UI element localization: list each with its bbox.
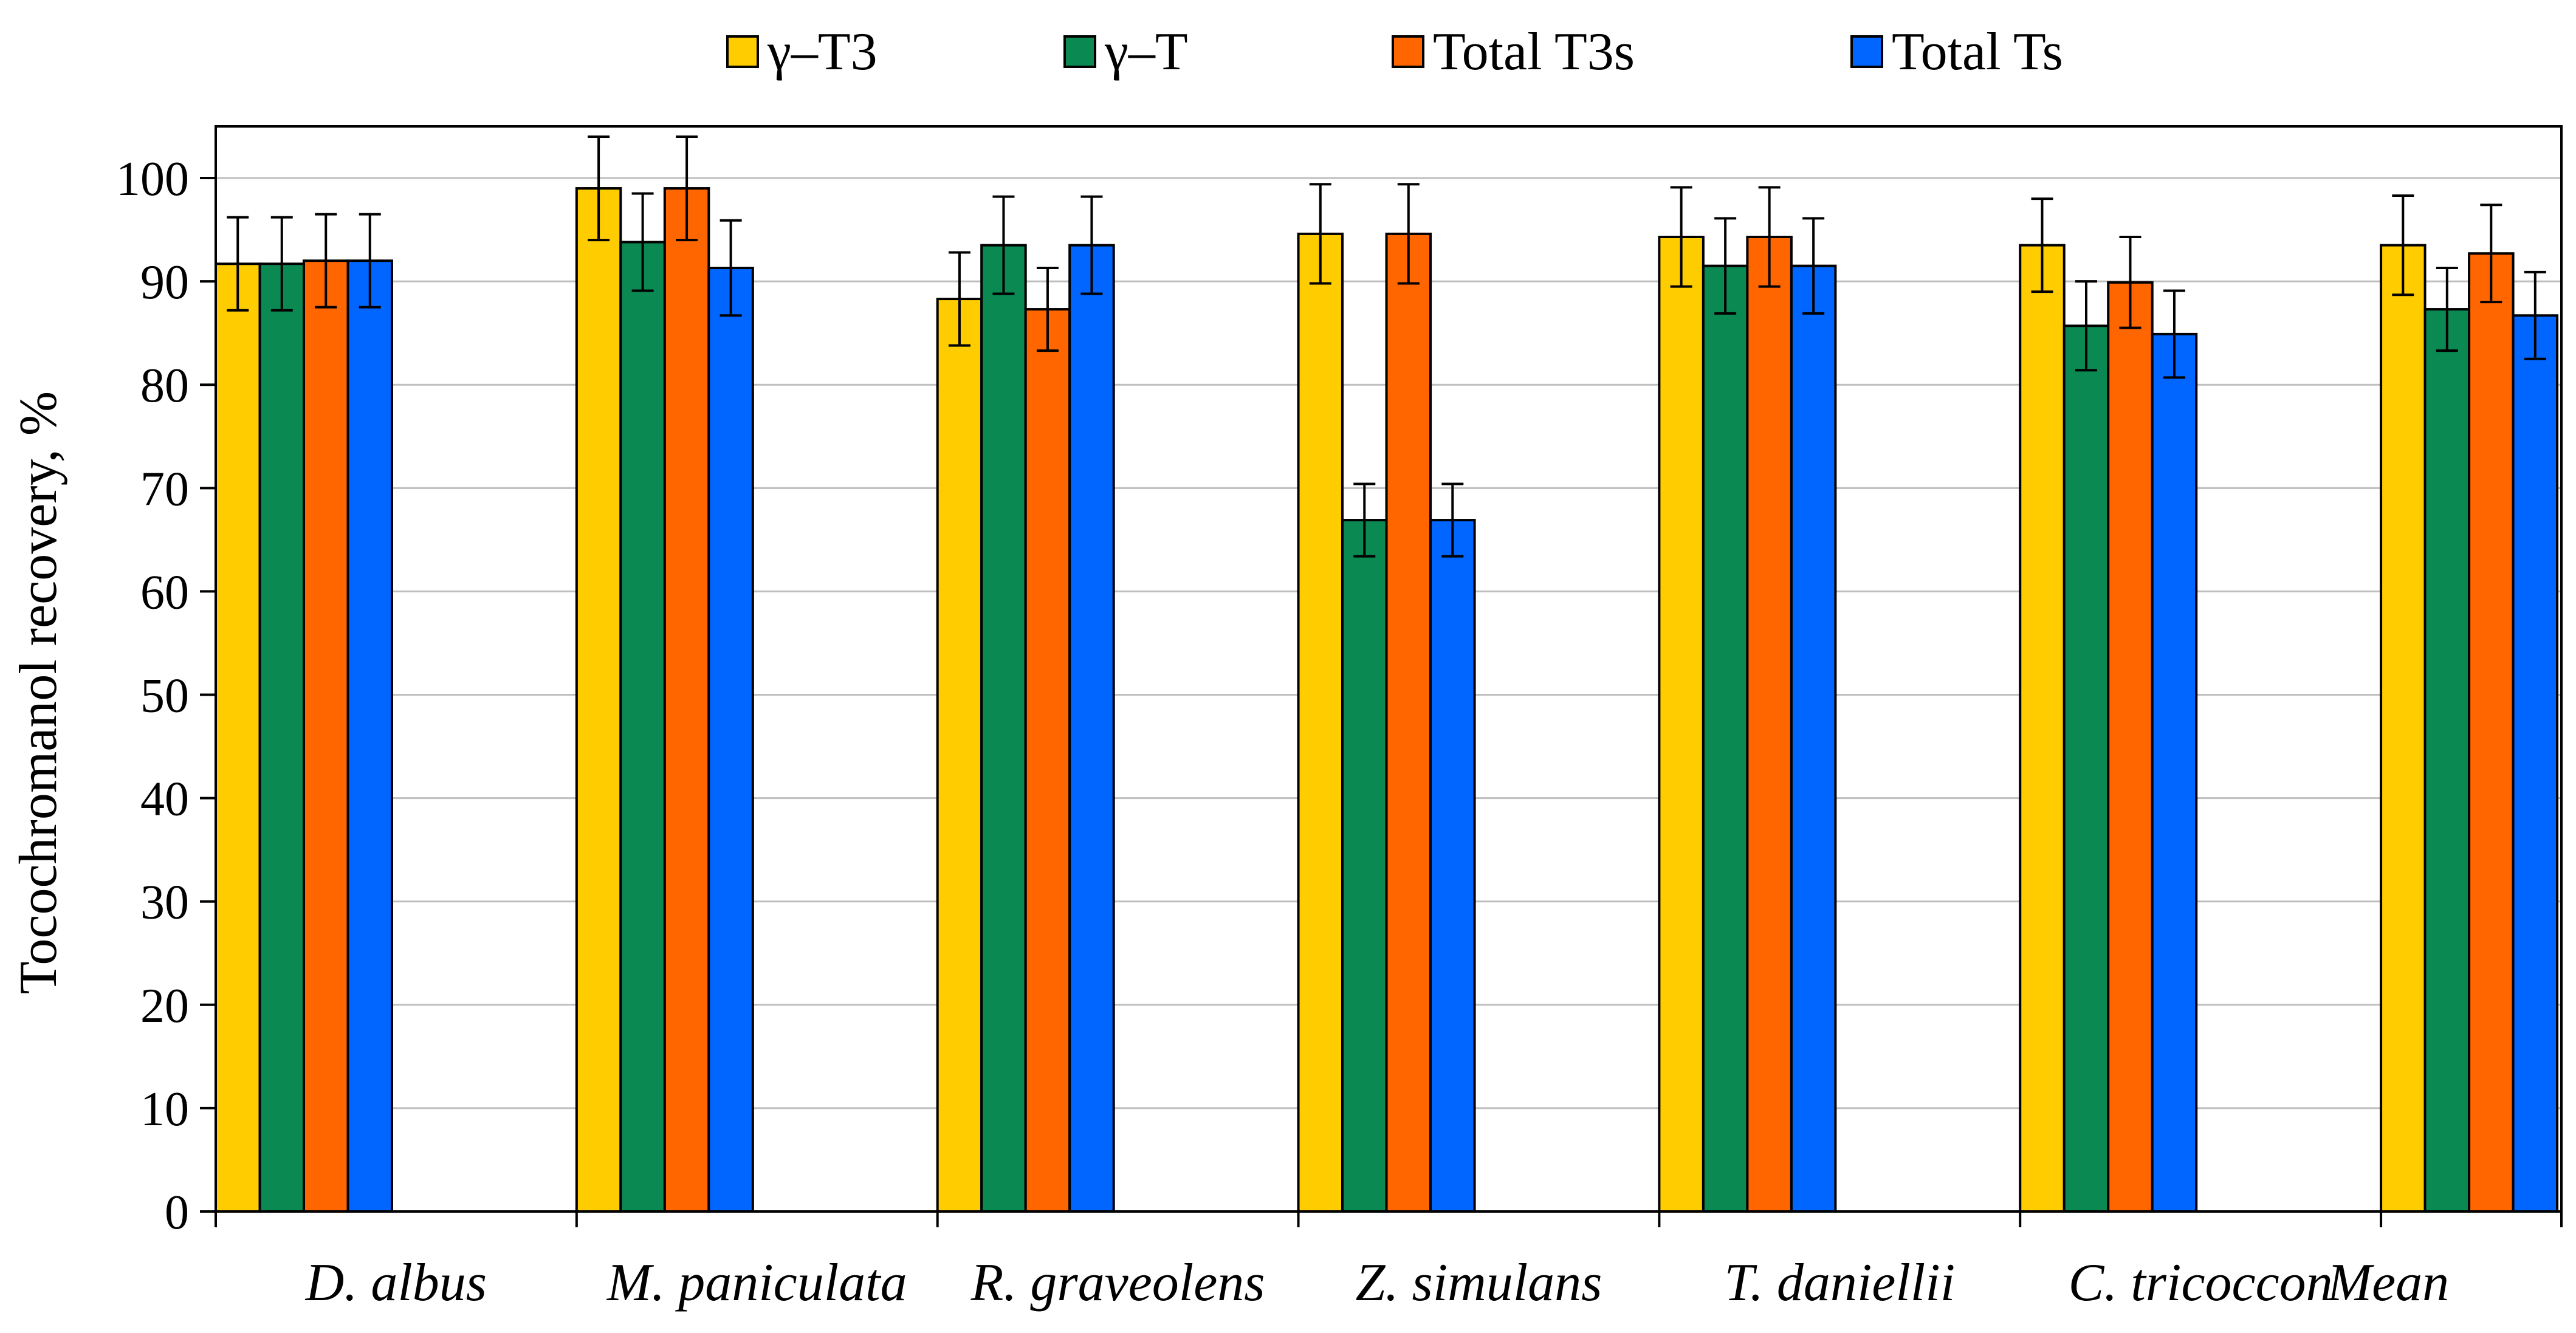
legend-item-gamma-t3: γ–T3: [726, 12, 878, 91]
legend-swatch-gamma-t3: [726, 35, 759, 68]
y-tick-label: 20: [140, 979, 189, 1033]
legend-label-total-ts: Total Ts: [1892, 22, 2063, 81]
bar-gamma-t3: [2019, 244, 2066, 1213]
x-axis-ticks: D. albus M. paniculata R. graveolens Z. sim…: [215, 1211, 2563, 1312]
y-tick-label: 10: [140, 1083, 189, 1136]
legend-swatch-total-t3s: [1392, 35, 1424, 68]
y-tick-label: 80: [140, 359, 189, 413]
bar-total-t3s: [663, 187, 710, 1213]
bar-total-ts: [2512, 314, 2559, 1213]
legend-item-gamma-t: γ–T: [1063, 12, 1188, 91]
bar-gamma-t3: [575, 187, 622, 1213]
legend-item-total-ts: Total Ts: [1850, 12, 2063, 91]
y-tick-label: 30: [140, 876, 189, 930]
bar-gamma-t: [2423, 308, 2471, 1213]
bar-total-ts: [2151, 332, 2198, 1213]
y-tick-label: 50: [140, 670, 189, 723]
legend-label-gamma-t: γ–T: [1105, 22, 1188, 81]
bar-total-t3s: [2107, 281, 2154, 1213]
bar-gamma-t3: [1658, 236, 1705, 1213]
y-tick-label: 90: [140, 256, 189, 309]
bar-total-ts: [1790, 264, 1837, 1213]
x-tick-label: C. tricoccon: [2069, 1253, 2333, 1312]
x-tick-label: R. graveolens: [970, 1253, 1265, 1312]
plot-frame: [215, 125, 2563, 1213]
error-bars: [227, 135, 2546, 558]
bar-gamma-t3: [215, 262, 261, 1213]
y-tick-label: 60: [140, 566, 189, 619]
bar-gamma-t: [2063, 324, 2110, 1213]
y-tick-label: 70: [140, 462, 189, 516]
bar-total-t3s: [1385, 232, 1432, 1213]
bar-total-ts: [1429, 519, 1476, 1213]
x-tick-label: Mean: [2326, 1253, 2449, 1312]
bar-gamma-t: [1702, 264, 1749, 1213]
legend-item-total-t3s: Total T3s: [1392, 12, 1635, 91]
x-tick-label: Z. simulans: [1356, 1253, 1602, 1312]
bar-total-t3s: [1024, 308, 1071, 1213]
bar-total-ts: [707, 267, 754, 1213]
bar-gamma-t: [619, 241, 666, 1213]
bar-total-t3s: [2468, 252, 2515, 1213]
bar-gamma-t: [1341, 519, 1388, 1213]
legend-label-total-t3s: Total T3s: [1433, 22, 1635, 81]
y-tick-label: 100: [116, 152, 189, 206]
legend-swatch-total-ts: [1850, 35, 1883, 68]
bar-gamma-t3: [2380, 244, 2427, 1213]
legend-label-gamma-t3: γ–T3: [768, 22, 878, 81]
y-axis-ticks: 0 10 20 30 40 50 60 70 80 90 100: [116, 152, 216, 1239]
y-axis-label: Tocochromanol recovery, %: [9, 391, 68, 994]
bar-gamma-t: [258, 262, 305, 1213]
x-tick-label: M. paniculata: [606, 1253, 907, 1312]
legend-swatch-gamma-t: [1063, 35, 1096, 68]
y-tick-label: 0: [165, 1186, 189, 1239]
x-tick-label: D. albus: [305, 1253, 487, 1312]
bars: [215, 187, 2559, 1213]
bar-total-t3s: [303, 259, 349, 1213]
bar-total-ts: [346, 259, 393, 1213]
bar-gamma-t: [980, 244, 1027, 1213]
bar-gamma-t3: [936, 298, 983, 1213]
legend: γ–T3 γ–T Total T3s Total Ts: [0, 12, 2576, 91]
x-tick-label: T. daniellii: [1724, 1253, 1955, 1312]
bar-total-t3s: [1746, 236, 1793, 1213]
bar-total-ts: [1068, 244, 1115, 1213]
bar-gamma-t3: [1297, 232, 1344, 1213]
y-tick-label: 40: [140, 773, 189, 826]
